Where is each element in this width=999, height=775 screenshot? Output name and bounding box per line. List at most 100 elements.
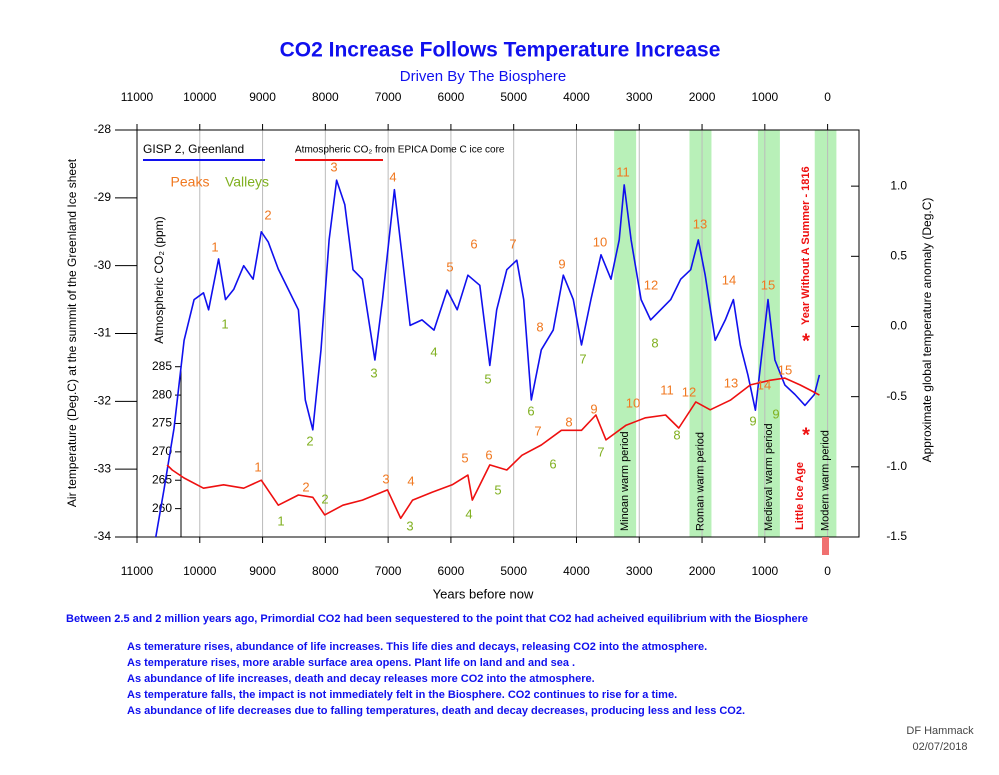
x-tick-label: 10000 (183, 564, 217, 578)
note-line: As temerature rises, abundance of life i… (127, 641, 707, 653)
valley-label: 5 (484, 371, 491, 386)
y-tick-label: -31 (94, 326, 112, 340)
valley-label: 2 (321, 491, 328, 506)
peak-label: 7 (509, 236, 516, 251)
y2-tick-label: -1.5 (886, 529, 907, 543)
peak-label: 8 (565, 414, 572, 429)
co2-tick-label: 280 (152, 387, 172, 401)
x-tick-label-top: 6000 (438, 90, 465, 104)
y2-tick-label: -1.0 (886, 459, 907, 473)
x-tick-label: 4000 (563, 564, 590, 578)
x-tick-label-top: 2000 (689, 90, 716, 104)
peak-label: 1 (211, 239, 218, 254)
peak-label: 4 (407, 473, 414, 488)
x-tick-label: 5000 (500, 564, 527, 578)
x-tick-label-top: 11000 (121, 90, 154, 104)
event-label: Year Without A Summer - 1816 (800, 166, 812, 325)
x-tick-label-top: 3000 (626, 90, 653, 104)
peak-label: 3 (330, 159, 337, 174)
y2-tick-label: 1.0 (890, 178, 907, 192)
event-bar (822, 537, 829, 555)
event-label: Little Ice Age (794, 462, 806, 530)
y2-tick-label: 0.5 (890, 248, 907, 262)
note-intro: Between 2.5 and 2 million years ago, Pri… (66, 613, 808, 625)
valley-label: 5 (494, 482, 501, 497)
peak-label: 11 (616, 164, 630, 179)
warm-period-label: Medieval warm period (763, 423, 775, 531)
x-tick-label-top: 5000 (500, 90, 527, 104)
peaks-label: Peaks (171, 174, 210, 190)
valley-label: 3 (406, 518, 413, 533)
co2-tick-label: 275 (152, 416, 172, 430)
peak-label: 9 (590, 401, 597, 416)
valley-label: 2 (306, 433, 313, 448)
peak-label: 12 (644, 277, 658, 292)
x-tick-label: 2000 (689, 564, 716, 578)
peak-label: 10 (626, 395, 640, 410)
peak-label: 15 (761, 277, 775, 292)
co2-tick-label: 285 (152, 359, 172, 373)
valleys-label: Valleys (225, 174, 269, 190)
peak-label: 14 (757, 377, 771, 392)
x-tick-label-top: 4000 (563, 90, 590, 104)
warm-period-label: Roman warm period (694, 432, 706, 531)
signature-author: DF Hammack (906, 725, 974, 737)
x-tick-label: 0 (824, 564, 831, 578)
peak-label: 10 (593, 234, 607, 249)
x-tick-label-top: 7000 (375, 90, 402, 104)
chart-subtitle: Driven By The Biosphere (400, 68, 566, 85)
x-tick-label-top: 9000 (249, 90, 276, 104)
note-line: As abundance of life increases, death an… (127, 673, 595, 685)
series-line (166, 377, 820, 520)
peak-label: 6 (485, 447, 492, 462)
peak-label: 5 (446, 259, 453, 274)
valley-label: 8 (673, 427, 680, 442)
x-tick-label: 7000 (375, 564, 402, 578)
peak-label: 4 (389, 169, 396, 184)
y2-tick-label: -0.5 (886, 389, 907, 403)
peak-label: 2 (264, 207, 271, 222)
peak-label: 13 (724, 375, 738, 390)
y-tick-label: -30 (94, 258, 112, 272)
event-marker: * (802, 424, 810, 446)
peak-label: 6 (470, 236, 477, 251)
peak-label: 3 (382, 471, 389, 486)
x-tick-label-top: 10000 (183, 90, 217, 104)
chart-title: CO2 Increase Follows Temperature Increas… (280, 39, 721, 62)
x-tick-label: 3000 (626, 564, 653, 578)
co2-axis-label: Atmospheric CO₂ (ppm) (152, 216, 166, 343)
co2-tick-label: 260 (152, 501, 172, 515)
x-tick-label: 1000 (751, 564, 778, 578)
peak-label: 8 (536, 319, 543, 334)
valley-label: 7 (597, 444, 604, 459)
x-tick-label: 9000 (249, 564, 276, 578)
peak-label: 15 (778, 362, 792, 377)
y2-axis-label: Approximate global temperature anomaly (… (920, 198, 934, 463)
valley-label: 9 (772, 406, 779, 421)
legend-label: GISP 2, Greenland (143, 142, 244, 156)
x-tick-label: 6000 (438, 564, 465, 578)
y-tick-label: -32 (94, 394, 112, 408)
warm-period (814, 130, 837, 537)
note-line: As abundance of life decreases due to fa… (127, 705, 745, 717)
valley-label: 8 (651, 335, 658, 350)
co2-tick-label: 270 (152, 444, 172, 458)
x-tick-label: 11000 (121, 564, 154, 578)
y-tick-label: -28 (94, 122, 112, 136)
peak-label: 2 (302, 479, 309, 494)
valley-label: 1 (277, 513, 284, 528)
event-marker: * (802, 330, 810, 352)
peak-label: 14 (722, 272, 736, 287)
y-tick-label: -34 (94, 529, 112, 543)
warm-period-label: Minoan warm period (619, 431, 631, 531)
note-line: As temperature falls, the impact is not … (127, 689, 677, 701)
peak-label: 1 (254, 459, 261, 474)
warm-period-label: Modern warm period (819, 430, 831, 531)
y2-tick-label: 0.0 (890, 319, 907, 333)
x-axis-label: Years before now (433, 586, 534, 601)
valley-label: 3 (370, 365, 377, 380)
valley-label: 4 (430, 344, 437, 359)
peak-label: 9 (558, 256, 565, 271)
